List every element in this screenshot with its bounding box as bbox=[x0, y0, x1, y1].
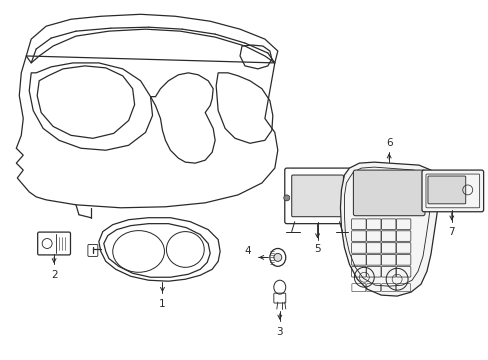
Circle shape bbox=[273, 253, 281, 261]
Text: 1: 1 bbox=[159, 299, 165, 309]
FancyBboxPatch shape bbox=[427, 176, 465, 204]
FancyBboxPatch shape bbox=[421, 170, 483, 212]
Text: 2: 2 bbox=[51, 270, 57, 280]
Text: 4: 4 bbox=[244, 247, 251, 256]
Text: 3: 3 bbox=[276, 327, 283, 337]
Text: 6: 6 bbox=[385, 138, 392, 148]
Text: 5: 5 bbox=[314, 244, 320, 255]
FancyBboxPatch shape bbox=[291, 175, 343, 217]
Circle shape bbox=[283, 195, 289, 201]
Text: 7: 7 bbox=[447, 226, 454, 237]
Polygon shape bbox=[340, 162, 438, 296]
FancyBboxPatch shape bbox=[353, 170, 424, 216]
